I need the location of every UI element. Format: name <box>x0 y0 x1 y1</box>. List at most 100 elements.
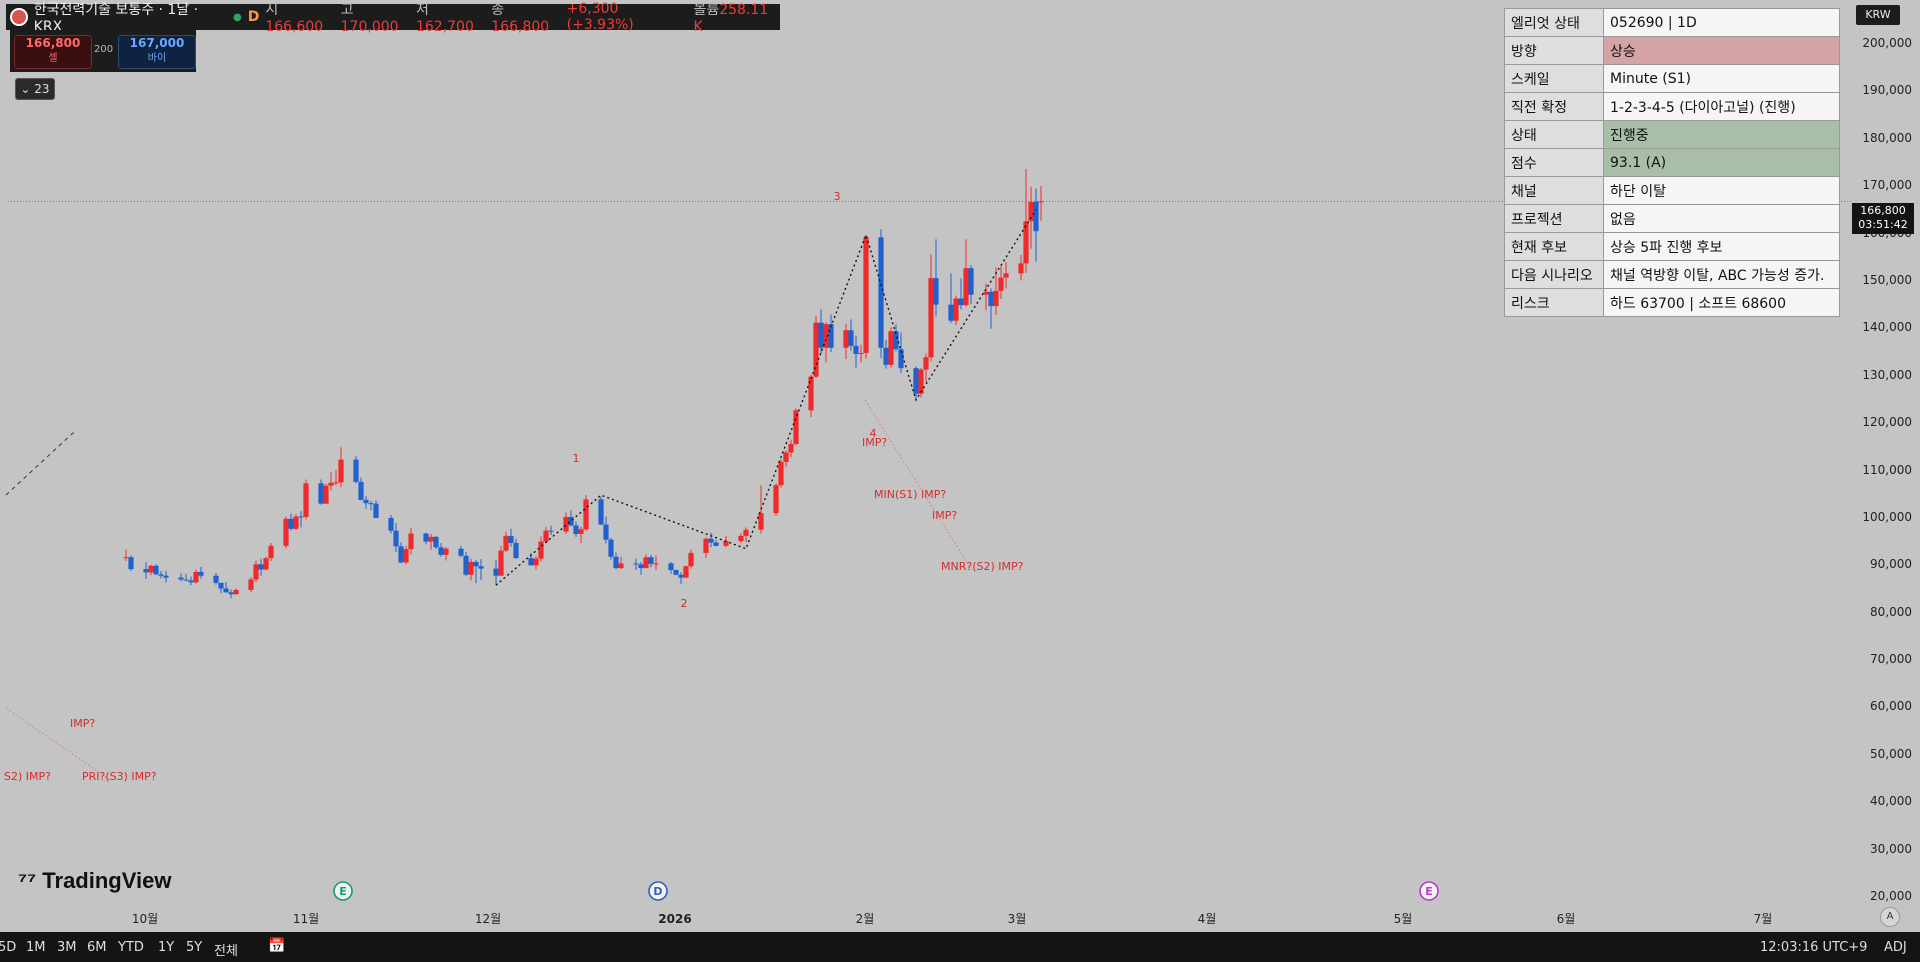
candle-body <box>778 461 784 486</box>
candle-body <box>848 330 854 346</box>
candle-body <box>368 503 374 505</box>
time-axis-label: 4월 <box>1198 912 1217 926</box>
candle-body <box>583 499 589 530</box>
candle-body <box>573 525 579 535</box>
status-value: 하드 63700 | 소프트 68600 <box>1603 288 1840 317</box>
range-button[interactable]: 1Y <box>158 940 175 955</box>
status-value: 하단 이탈 <box>1603 176 1840 205</box>
last-price-value: 166,800 <box>1860 204 1906 217</box>
status-key: 채널 <box>1504 176 1604 205</box>
clock[interactable]: 12:03:16 UTC+9 <box>1760 940 1868 955</box>
range-button[interactable]: 1M <box>26 940 46 955</box>
candle-body <box>503 535 509 551</box>
candle-body <box>1038 201 1044 203</box>
company-logo-icon <box>10 8 28 26</box>
candle-body <box>233 589 239 595</box>
candle-body <box>458 548 464 556</box>
buy-button[interactable]: 167,000 바이 <box>118 35 196 69</box>
goto-date-icon[interactable]: 📅 <box>268 938 286 954</box>
sell-button[interactable]: 166,800 셀 <box>14 35 92 69</box>
candle-body <box>958 298 964 306</box>
status-row: 점수 93.1 (A) <box>1504 148 1840 177</box>
price-tick: 200,000 <box>1862 36 1912 50</box>
auto-scale-label: A <box>1886 911 1894 922</box>
range-button[interactable]: 6M <box>87 940 107 955</box>
price-tick: 50,000 <box>1870 746 1912 761</box>
candle-body <box>328 482 334 486</box>
candle-body <box>1028 201 1034 222</box>
status-key: 현재 후보 <box>1504 232 1604 261</box>
candle-body <box>318 483 324 504</box>
adj-toggle[interactable]: ADJ <box>1884 940 1907 955</box>
range-button[interactable]: YTD <box>118 940 144 955</box>
candle-body <box>253 564 259 580</box>
candle-body <box>288 518 294 529</box>
range-button[interactable]: 3M <box>57 940 77 955</box>
candle-body <box>548 530 554 532</box>
time-axis-label: 6월 <box>1557 912 1576 926</box>
candle-body <box>473 561 479 567</box>
low-value: 162,700 <box>415 19 474 35</box>
indicator-count: 23 <box>34 82 50 96</box>
candle-body <box>608 539 614 557</box>
candle-body <box>773 485 779 514</box>
order-quantity[interactable]: 200 <box>94 44 114 55</box>
candle-body <box>538 541 544 559</box>
pattern-label: MNR?(S2) IMP? <box>941 560 1024 573</box>
sell-label: 셀 <box>48 53 58 64</box>
candle-body <box>158 574 164 576</box>
candle-body <box>388 517 394 531</box>
price-tick: 20,000 <box>1870 889 1912 903</box>
pattern-label: IMP? <box>862 436 887 449</box>
candle-body <box>198 571 204 576</box>
candle-body <box>293 516 299 529</box>
candle-body <box>563 516 569 532</box>
candle-body <box>723 541 729 546</box>
projection-line <box>5 431 75 496</box>
candle-body <box>148 565 154 573</box>
auto-scale-button[interactable]: A <box>1880 907 1900 927</box>
candle-body <box>178 577 184 580</box>
volume-label: 볼륨 <box>693 2 720 18</box>
candle-body <box>443 548 449 555</box>
candle-body <box>633 563 639 565</box>
price-tick: 190,000 <box>1862 83 1912 98</box>
range-button[interactable]: 전체 <box>214 944 238 959</box>
change-value: +6,300 (+3.93%) <box>566 1 634 33</box>
candle-body <box>143 569 149 573</box>
market-status-icon: ● <box>232 11 242 23</box>
candle-body <box>898 349 904 369</box>
event-marker-circle <box>648 881 668 901</box>
status-row: 직전 확정 1-2-3-4-5 (다이아고널) (진행) <box>1504 92 1840 121</box>
candle-body <box>183 579 189 581</box>
candle-body <box>893 331 899 350</box>
status-value: 없음 <box>1603 204 1840 233</box>
status-key: 스케일 <box>1504 64 1604 93</box>
candle-body <box>528 558 534 566</box>
candle-body <box>1018 263 1024 274</box>
event-marker: D <box>648 881 668 901</box>
open-value: 166,600 <box>265 19 324 35</box>
candle-body <box>743 529 749 536</box>
candle-body <box>1033 201 1039 232</box>
candle-body <box>983 291 989 295</box>
candle-body <box>153 565 159 575</box>
candle-body <box>128 557 134 570</box>
wave-label: 2 <box>681 597 688 610</box>
candle-body <box>468 561 474 575</box>
candle-body <box>703 538 709 553</box>
price-scale[interactable]: KRW 200,000190,000180,000170,000160,0001… <box>1852 0 1920 932</box>
status-value: 1-2-3-4-5 (다이아고널) (진행) <box>1603 92 1840 121</box>
range-button[interactable]: 5D <box>0 940 17 955</box>
candle-body <box>533 558 539 566</box>
price-tick: 60,000 <box>1870 699 1912 714</box>
candle-body <box>828 324 834 348</box>
status-value: Minute (S1) <box>1603 64 1840 93</box>
currency-badge[interactable]: KRW <box>1856 5 1900 25</box>
indicators-collapse-button[interactable]: ⌄ 23 <box>15 78 55 100</box>
candle-body <box>888 331 894 365</box>
price-tick: 170,000 <box>1862 178 1912 193</box>
tradingview-brand: TradingView <box>42 868 172 893</box>
range-button[interactable]: 5Y <box>186 940 203 955</box>
